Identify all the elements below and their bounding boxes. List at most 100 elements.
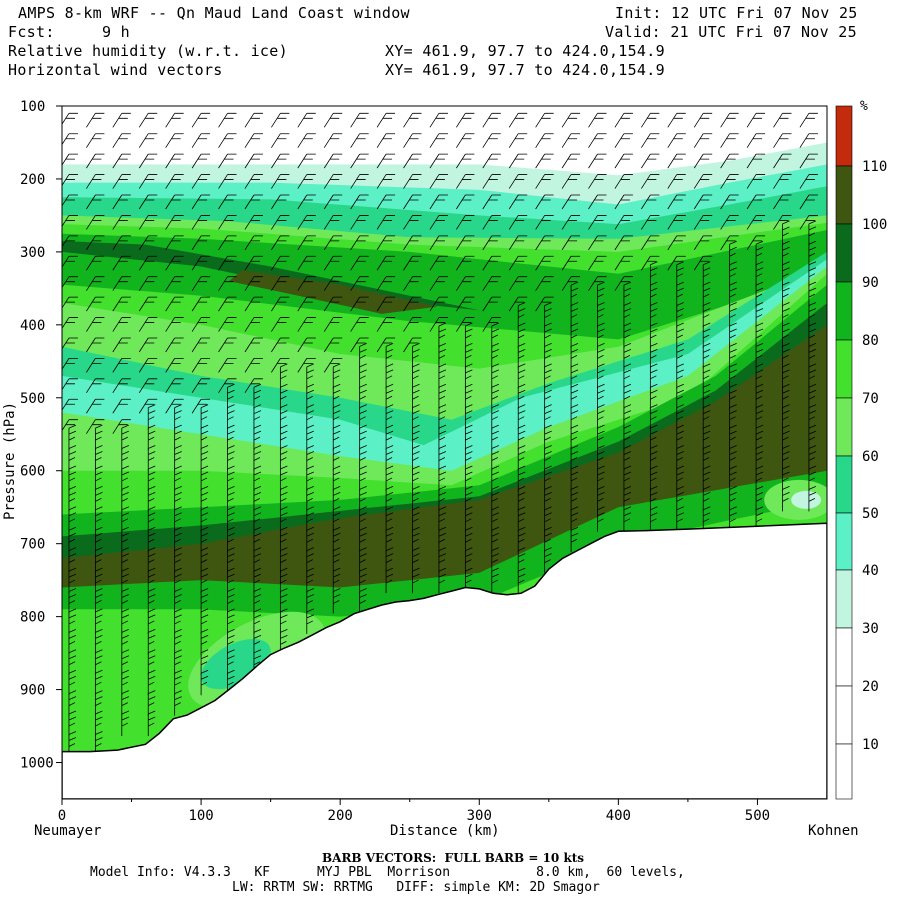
barb-shaft: [808, 322, 817, 348]
barb-shaft: [773, 174, 792, 189]
wind-barb: [623, 343, 632, 369]
wind-barb: [412, 383, 420, 410]
barb-shaft: [385, 547, 394, 573]
terrain: [62, 522, 827, 799]
barb-shaft: [597, 486, 605, 512]
wind-barb: [464, 363, 473, 389]
barb-shaft: [376, 133, 396, 148]
wind-barb: [174, 465, 182, 491]
barb-shaft: [570, 486, 579, 512]
barb-shaft: [808, 261, 817, 287]
barb-shaft: [535, 153, 554, 169]
barb-shaft: [227, 445, 235, 471]
barb-shaft: [623, 322, 632, 348]
barb-shaft: [227, 465, 235, 491]
barb-shaft: [165, 378, 184, 394]
barb-shaft: [86, 378, 105, 394]
wind-barb: [94, 710, 103, 737]
wind-barb: [112, 215, 131, 230]
wind-barb: [191, 174, 211, 189]
wind-barb: [112, 174, 131, 189]
barb-shaft: [200, 465, 209, 491]
wind-barb: [667, 174, 686, 189]
wind-barb: [350, 317, 369, 332]
barb-shaft: [429, 276, 448, 291]
wind-barb: [729, 465, 737, 491]
wind-barb: [702, 486, 711, 512]
barb-shaft: [323, 112, 343, 128]
wind-barb: [147, 506, 156, 532]
barb-shaft: [667, 133, 686, 148]
wind-barb: [376, 337, 396, 353]
wind-barb: [62, 317, 78, 330]
barb-shaft: [588, 112, 607, 128]
wind-barb: [376, 194, 396, 210]
wind-barb: [693, 153, 713, 169]
wind-barb: [641, 133, 660, 148]
barb-shaft: [403, 174, 422, 189]
barb-shaft: [121, 710, 129, 737]
barb-shaft: [279, 363, 288, 389]
wind-barb: [138, 378, 158, 394]
wind-barb: [191, 296, 211, 312]
y-tick-label: 300: [20, 245, 45, 261]
barb-shaft: [94, 567, 103, 594]
wind-barb: [86, 174, 105, 189]
wind-barb: [438, 322, 447, 348]
colorbar-label: 50: [862, 506, 879, 522]
barb-shaft: [517, 445, 526, 471]
wind-barb: [649, 302, 658, 328]
wind-barb: [174, 669, 182, 696]
barb-shaft: [350, 153, 369, 169]
wind-barb: [147, 608, 156, 634]
barb-shaft: [200, 669, 209, 696]
barb-shaft: [517, 465, 526, 491]
wind-barb: [244, 276, 263, 291]
colorbar-unit: %: [860, 99, 868, 114]
colorbar-swatch: [835, 105, 853, 167]
wind-barb: [112, 255, 131, 271]
barb-shaft: [279, 383, 288, 410]
wind-barb: [491, 404, 499, 430]
barb-shaft: [244, 337, 263, 353]
wind-barb: [350, 276, 369, 291]
wind-barb: [614, 235, 633, 251]
wind-barb: [667, 153, 686, 169]
barb-shaft: [138, 235, 158, 251]
wind-barb: [306, 506, 314, 532]
wind-barb: [641, 194, 660, 210]
wind-barb: [385, 404, 394, 430]
barb-shaft: [597, 506, 605, 532]
barb-shaft: [62, 337, 78, 350]
wind-barb: [271, 133, 290, 148]
wind-barb: [323, 317, 343, 332]
wind-barb: [253, 424, 262, 451]
wind-barb: [138, 317, 158, 332]
wind-barb: [138, 357, 158, 373]
wind-barb: [482, 112, 501, 128]
barb-shaft: [702, 322, 711, 348]
barb-shaft: [191, 194, 211, 210]
barb-shaft: [112, 215, 131, 230]
barb-shaft: [271, 215, 290, 230]
barb-shaft: [799, 215, 818, 230]
wind-barb: [755, 363, 764, 389]
barb-shaft: [62, 419, 78, 432]
barb-shaft: [729, 404, 737, 430]
barb-shaft: [271, 194, 290, 210]
wind-barb: [438, 547, 447, 573]
wind-barb: [729, 281, 737, 308]
barb-shaft: [359, 343, 367, 369]
barb-shaft: [271, 112, 290, 128]
wind-barb: [702, 302, 711, 328]
barb-shaft: [350, 174, 369, 189]
barb-shaft: [359, 506, 367, 532]
barb-shaft: [456, 153, 475, 169]
wind-barb: [746, 153, 766, 169]
barb-shaft: [623, 486, 632, 512]
wind-barb: [773, 153, 792, 169]
barb-shaft: [649, 404, 658, 430]
wind-barb: [200, 649, 209, 675]
wind-barb: [649, 261, 658, 287]
barb-shaft: [517, 567, 526, 594]
